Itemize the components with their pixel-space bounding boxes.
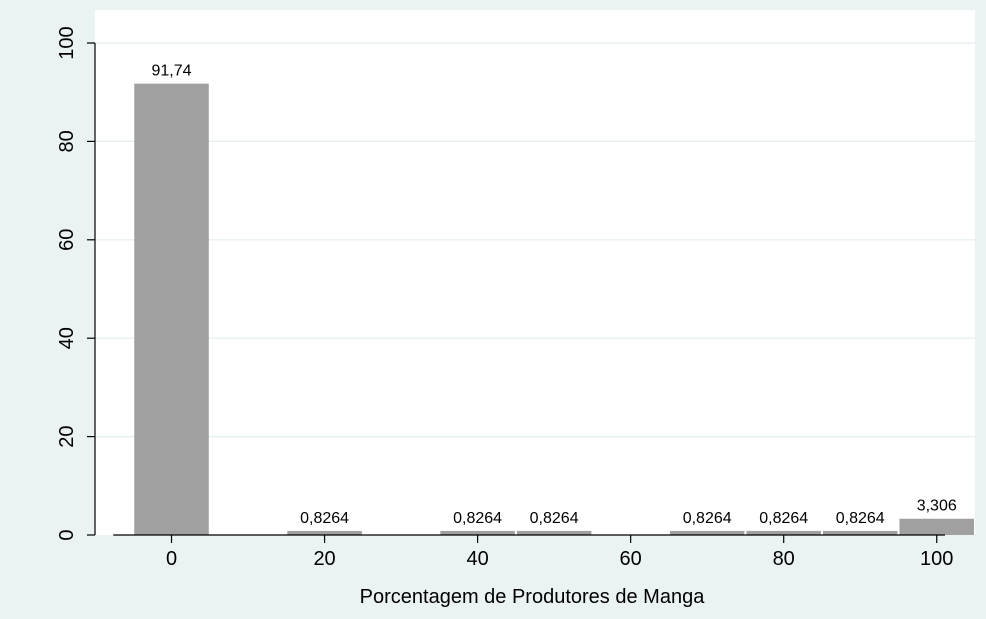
bar-4	[669, 530, 745, 535]
bar-7	[899, 518, 974, 535]
bar-value-label-2: 0,8264	[453, 510, 502, 527]
bar-value-label-6: 0,8264	[836, 510, 885, 527]
gridlines	[95, 42, 975, 438]
bar-6	[822, 530, 898, 535]
bar-value-label-4: 0,8264	[683, 510, 732, 527]
bar-labels-group: 91,74 0,8264 0,8264 0,8264 0,8264 0,8264 0,826…	[151, 63, 956, 527]
bar-0	[134, 83, 209, 536]
x-tick-label-0: 0	[166, 548, 177, 570]
bar-1	[287, 530, 362, 535]
y-tick-label-100: 100	[56, 26, 78, 59]
bar-value-label-5: 0,8264	[759, 510, 808, 527]
bar-value-label-3: 0,8264	[530, 510, 579, 527]
bar-2	[440, 530, 515, 535]
bar-value-label-0: 91,74	[151, 63, 191, 80]
bars-group	[134, 83, 974, 536]
y-tick-label-0: 0	[56, 529, 78, 540]
y-tick-label-40: 40	[56, 327, 78, 349]
bar-value-label-1: 0,8264	[300, 510, 349, 527]
x-axis-title: Porcentagem de Produtores de Manga	[360, 586, 706, 608]
y-tick-label-80: 80	[56, 130, 78, 152]
x-axis-ticks: 0 20 40 60 80 100	[166, 535, 953, 570]
x-tick-label-60: 60	[620, 548, 642, 570]
bar-3	[516, 530, 592, 535]
x-tick-label-80: 80	[773, 548, 795, 570]
y-tick-label-20: 20	[56, 425, 78, 447]
x-tick-label-20: 20	[313, 548, 335, 570]
bar-5	[746, 530, 821, 535]
x-tick-label-40: 40	[466, 548, 488, 570]
bar-value-label-7: 3,306	[917, 498, 957, 515]
y-axis-ticks: 0 20 40 60 80 100	[56, 26, 95, 541]
plot-area	[95, 10, 975, 535]
x-tick-label-100: 100	[920, 548, 953, 570]
y-tick-label-60: 60	[56, 229, 78, 251]
